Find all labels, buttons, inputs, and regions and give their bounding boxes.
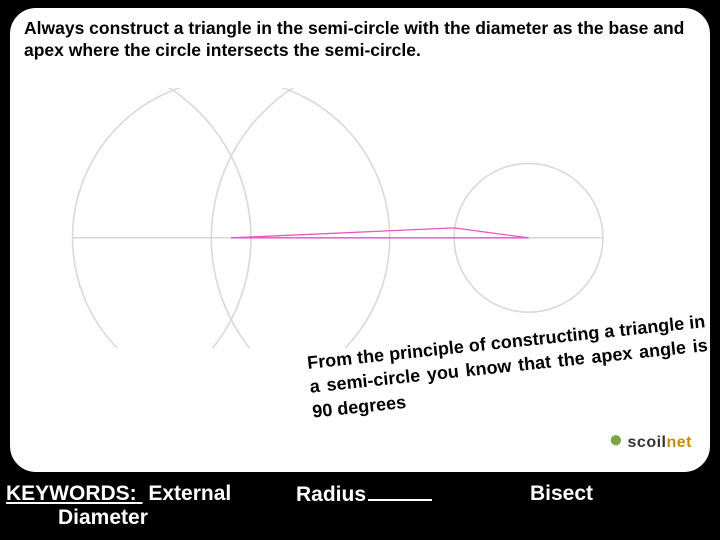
construction-diagram	[18, 88, 702, 348]
keyword-external: External	[148, 482, 231, 505]
logo-dot-icon: ●	[609, 426, 624, 453]
keyword-bisect: Bisect	[530, 482, 593, 505]
keyword-radius: Radius	[296, 483, 366, 506]
blank-underline	[368, 482, 432, 501]
keywords-bar: KEYWORDS: External Diameter Radius Bisec…	[0, 478, 720, 540]
keywords-right: Bisect	[530, 482, 593, 506]
keyword-diameter: Diameter	[58, 506, 231, 530]
scoilnet-logo: ● scoilnet	[609, 434, 692, 452]
keywords-mid: Radius	[296, 482, 432, 507]
logo-text-plain: scoil	[628, 434, 667, 451]
keywords-left: KEYWORDS: External Diameter	[6, 482, 231, 530]
logo-text: scoilnet	[628, 434, 692, 451]
instruction-text: Always construct a triangle in the semi-…	[24, 18, 696, 62]
keywords-label: KEYWORDS:	[6, 482, 137, 505]
diagram-svg	[18, 88, 702, 348]
logo-text-accent: net	[667, 434, 693, 451]
instruction-card: Always construct a triangle in the semi-…	[8, 6, 712, 474]
